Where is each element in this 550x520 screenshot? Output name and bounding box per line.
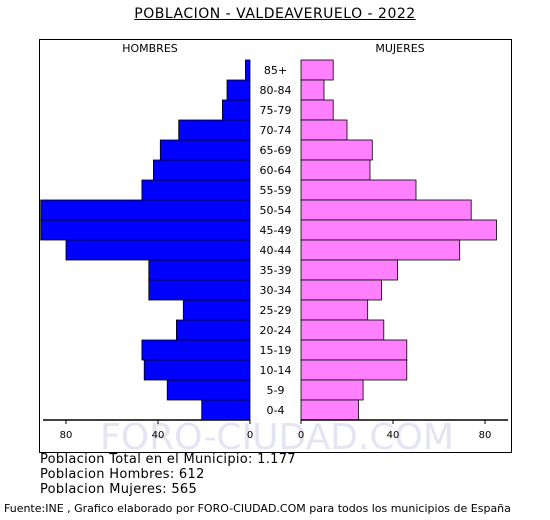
bar-hombres-25-29	[182, 299, 251, 321]
watermark-text: FORO-CIUDAD.COM	[100, 417, 454, 458]
summary-women: Poblacion Mujeres: 565	[40, 482, 198, 497]
bar-hombres-50-54	[40, 199, 251, 221]
age-label-35-39: 35-39	[260, 264, 292, 277]
bar-hombres-65-69	[159, 139, 251, 161]
age-label-0-4: 0-4	[267, 404, 285, 417]
page-title: POBLACION - VALDEAVERUELO - 2022	[134, 6, 416, 22]
age-label-80-84: 80-84	[260, 84, 292, 97]
mujeres-header: MUJERES	[375, 42, 424, 55]
bar-mujeres-50-54	[300, 199, 472, 221]
bar-hombres-70-74	[178, 119, 251, 141]
bar-hombres-85+	[244, 59, 251, 81]
bar-mujeres-60-64	[300, 159, 371, 181]
age-label-15-19: 15-19	[260, 344, 292, 357]
age-label-25-29: 25-29	[260, 304, 292, 317]
bar-mujeres-45-49	[300, 219, 497, 241]
bar-mujeres-10-14	[300, 359, 408, 381]
bar-mujeres-70-74	[300, 119, 348, 141]
bar-mujeres-35-39	[300, 259, 398, 281]
bar-hombres-55-59	[141, 179, 251, 201]
bar-hombres-10-14	[143, 359, 251, 381]
age-label-5-9: 5-9	[267, 384, 285, 397]
bar-mujeres-5-9	[300, 379, 364, 401]
x-tick-label-left-40: 40	[152, 430, 165, 441]
age-label-45-49: 45-49	[260, 224, 292, 237]
age-label-55-59: 55-59	[260, 184, 292, 197]
bar-hombres-15-19	[141, 339, 251, 361]
summary-men: Poblacion Hombres: 612	[40, 467, 205, 482]
bar-hombres-80-84	[226, 79, 251, 101]
bar-hombres-20-24	[175, 319, 251, 341]
x-tick-label-left-0: 0	[247, 430, 253, 441]
hombres-header: HOMBRES	[122, 42, 178, 55]
footer-source: Fuente:INE , Grafico elaborado por FORO-…	[4, 502, 511, 515]
bar-mujeres-25-29	[300, 299, 369, 321]
chart-frame	[39, 39, 512, 453]
age-label-70-74: 70-74	[260, 124, 292, 137]
bar-hombres-0-4	[201, 399, 251, 421]
bar-hombres-60-64	[152, 159, 251, 181]
x-tick-label-right-80: 80	[479, 430, 492, 441]
bar-mujeres-55-59	[300, 179, 417, 201]
bar-mujeres-40-44	[300, 239, 461, 261]
bar-mujeres-0-4	[300, 399, 359, 421]
bar-mujeres-30-34	[300, 279, 382, 301]
age-label-60-64: 60-64	[260, 164, 292, 177]
age-label-10-14: 10-14	[260, 364, 292, 377]
summary-total: Poblacion Total en el Municipio: 1.177	[40, 452, 296, 467]
x-tick-label-left-80: 80	[60, 430, 73, 441]
bar-hombres-75-79	[221, 99, 251, 121]
age-label-75-79: 75-79	[260, 104, 292, 117]
age-label-20-24: 20-24	[260, 324, 292, 337]
age-label-85+: 85+	[264, 64, 287, 77]
age-label-40-44: 40-44	[260, 244, 292, 257]
bar-mujeres-80-84	[300, 79, 325, 101]
bar-hombres-35-39	[148, 259, 251, 281]
bar-hombres-5-9	[166, 379, 251, 401]
x-tick-label-right-0: 0	[298, 430, 304, 441]
bar-mujeres-75-79	[300, 99, 334, 121]
x-tick-label-right-40: 40	[387, 430, 400, 441]
bar-mujeres-65-69	[300, 139, 373, 161]
bar-mujeres-85+	[300, 59, 334, 81]
age-label-50-54: 50-54	[260, 204, 292, 217]
age-label-30-34: 30-34	[260, 284, 292, 297]
bar-hombres-30-34	[148, 279, 251, 301]
bar-mujeres-15-19	[300, 339, 408, 361]
age-label-65-69: 65-69	[260, 144, 292, 157]
bar-mujeres-20-24	[300, 319, 385, 341]
bar-hombres-40-44	[65, 239, 251, 261]
bar-hombres-45-49	[40, 219, 251, 241]
